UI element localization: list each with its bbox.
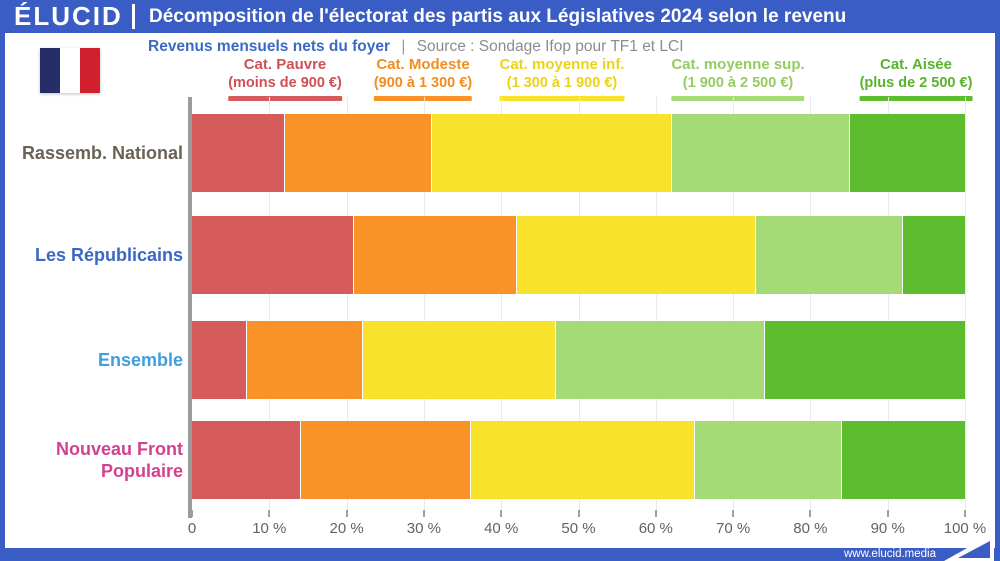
flag-stripe-blue [40, 48, 60, 93]
legend-item-4: Cat. moyenne sup. (1 900 à 2 500 €) [671, 56, 805, 101]
bar-segment-4 [693, 421, 841, 499]
bar-segment-1 [192, 321, 246, 399]
legend-series-name: Cat. moyenne inf. [499, 56, 625, 73]
legend-item-3: Cat. moyenne inf. (1 300 à 1 900 €) [499, 56, 625, 101]
bar-segment-3 [431, 114, 671, 192]
x-axis-labels: 0 10 % 20 % 30 % 40 % 50 % 60 % 70 % 80 % 90 % 100… [188, 520, 986, 540]
subtitle-separator: | [401, 38, 406, 55]
bar-segment-3 [515, 216, 756, 294]
gridline [655, 97, 657, 510]
gridline [810, 97, 812, 510]
x-tick-mark [809, 510, 812, 517]
bar-segment-3 [469, 421, 694, 499]
x-tick-label: 10 % [252, 520, 287, 537]
x-tick-mark [422, 510, 425, 517]
x-tick-label: 100 % [943, 520, 987, 537]
elucid-logo-icon [944, 533, 994, 561]
header-bar: ÉLUCID Décomposition de l'électorat des … [0, 0, 1000, 33]
gridline [578, 97, 580, 510]
flag-stripe-red [80, 48, 100, 93]
gridline [269, 97, 271, 510]
party-label: Nouveau Front Populaire [55, 439, 183, 481]
bar-row [192, 216, 965, 294]
bar-segment-5 [848, 114, 965, 192]
legend-series-name: Cat. Aisée [880, 56, 952, 73]
x-tick-label: 90 % [870, 520, 905, 537]
bar-segment-2 [299, 421, 470, 499]
footer-bar [0, 548, 1000, 561]
gridline [887, 97, 889, 510]
x-tick-label: 60 % [638, 520, 673, 537]
x-tick-label: 80 % [793, 520, 828, 537]
gridline [965, 97, 966, 510]
bar-row [192, 321, 965, 399]
legend-series-range: (1 900 à 2 500 €) [682, 75, 794, 91]
france-flag-icon [40, 48, 100, 93]
subtitle: Revenus mensuels nets du foyer | Source … [148, 38, 684, 56]
legend-series-name: Cat. Modeste [376, 56, 470, 73]
party-label: Ensemble [97, 350, 183, 370]
brand-logo: ÉLUCID [14, 1, 123, 31]
legend-item-1: Cat. Pauvre (moins de 900 €) [228, 56, 342, 101]
x-tick-mark [886, 510, 889, 517]
bar-row [192, 421, 966, 499]
bar-segment-1 [192, 421, 300, 499]
legend-series-name: Cat. moyenne sup. [671, 56, 805, 73]
subtitle-label: Revenus mensuels nets du foyer [148, 38, 391, 55]
x-tick-label: 0 [187, 520, 197, 537]
x-tick-label: 40 % [484, 520, 519, 537]
legend-series-range: (moins de 900 €) [228, 75, 342, 91]
legend-item-2: Cat. Modeste (900 à 1 300 €) [373, 56, 473, 101]
frame-left [0, 33, 5, 561]
bar-segment-4 [555, 321, 765, 399]
gridline [501, 97, 503, 510]
bar-row [192, 114, 965, 192]
legend-item-5: Cat. Aisée (plus de 2 500 €) [859, 56, 973, 101]
party-label: Rassemb. National [21, 143, 183, 163]
x-tick-mark [577, 510, 580, 517]
x-tick-mark [732, 510, 735, 517]
legend-series-name: Cat. Pauvre [243, 56, 327, 73]
bar-segment-5 [764, 321, 965, 399]
frame-right [995, 33, 1000, 561]
x-tick-label: 70 % [715, 520, 751, 537]
bar-segment-2 [284, 114, 432, 192]
party-label: Les Républicains [34, 245, 183, 265]
x-tick-mark [191, 510, 193, 517]
x-axis-ticks [191, 510, 966, 518]
y-axis-line [188, 97, 192, 518]
source-text: Source : Sondage Ifop pour TF1 et LCI [416, 38, 684, 55]
x-tick-label: 30 % [406, 520, 441, 537]
legend-series-range: (1 300 à 1 900 €) [506, 75, 618, 91]
plot-area [192, 97, 966, 510]
bar-segment-4 [670, 114, 849, 192]
x-tick-mark [964, 510, 966, 517]
gridline [733, 97, 735, 510]
x-tick-label: 20 % [329, 520, 364, 537]
gridline [423, 97, 425, 510]
x-tick-label: 50 % [561, 520, 596, 537]
bar-segment-2 [245, 321, 363, 399]
flag-stripe-white [60, 48, 80, 93]
bar-segment-1 [192, 216, 354, 294]
gridline [346, 97, 348, 510]
bar-segment-5 [840, 421, 966, 499]
page-title: Décomposition de l'électorat des partis … [149, 5, 847, 27]
footer-url: www.elucid.media [843, 548, 936, 560]
x-tick-mark [268, 510, 271, 517]
header-divider [132, 4, 135, 29]
bar-segment-5 [902, 216, 965, 294]
legend-series-range: (plus de 2 500 €) [859, 75, 973, 91]
x-tick-mark [345, 510, 348, 517]
bar-segment-2 [353, 216, 516, 294]
x-tick-mark [500, 510, 503, 517]
legend-series-range: (900 à 1 300 €) [373, 75, 473, 91]
x-tick-mark [654, 510, 657, 517]
bar-segment-3 [362, 321, 556, 399]
bar-segment-1 [192, 114, 285, 192]
bar-segment-4 [755, 216, 903, 294]
